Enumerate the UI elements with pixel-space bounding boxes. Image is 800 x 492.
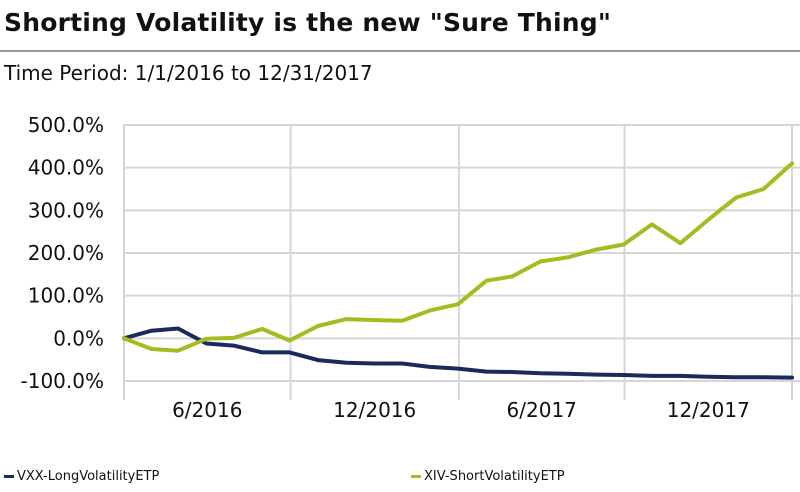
x-tick-label: 12/2016 — [333, 398, 416, 422]
legend-label-xiv: XIV-ShortVolatilityETP — [424, 469, 565, 484]
series-lines — [122, 161, 794, 380]
y-tick-label: 200.0% — [28, 241, 104, 265]
series-line-xiv — [122, 161, 794, 353]
y-tick-label: 100.0% — [28, 284, 104, 308]
series-line-vxx — [122, 326, 794, 380]
y-tick-label: -100.0% — [21, 369, 104, 393]
chart-title: Shorting Volatility is the new "Sure Thi… — [4, 8, 612, 37]
x-tick-label: 12/2017 — [667, 398, 750, 422]
chart-subtitle: Time Period: 1/1/2016 to 12/31/2017 — [4, 61, 373, 85]
y-tick-label: 400.0% — [28, 156, 104, 180]
y-tick-label: 300.0% — [28, 198, 104, 222]
y-tick-label: 500.0% — [28, 113, 104, 137]
x-axis-tick-labels: 6/2016 12/2016 6/2017 12/2017 — [172, 398, 750, 422]
legend-label-vxx: VXX-LongVolatilityETP — [17, 469, 160, 484]
legend-item-vxx: VXX-LongVolatilityETP — [4, 469, 159, 484]
legend-item-xiv: XIV-ShortVolatilityETP — [411, 469, 565, 484]
y-tick-label: 0.0% — [53, 326, 104, 350]
x-tick-label: 6/2017 — [507, 398, 577, 422]
title-divider — [0, 50, 800, 52]
axes — [123, 124, 793, 400]
y-axis-tick-labels: -100.0% 0.0% 100.0% 200.0% 300.0% 400.0% 500.0… — [21, 113, 104, 393]
legend-swatch-xiv — [411, 475, 421, 478]
legend-swatch-vxx — [4, 475, 14, 478]
grid-lines — [124, 124, 800, 400]
x-tick-label: 6/2016 — [172, 398, 242, 422]
